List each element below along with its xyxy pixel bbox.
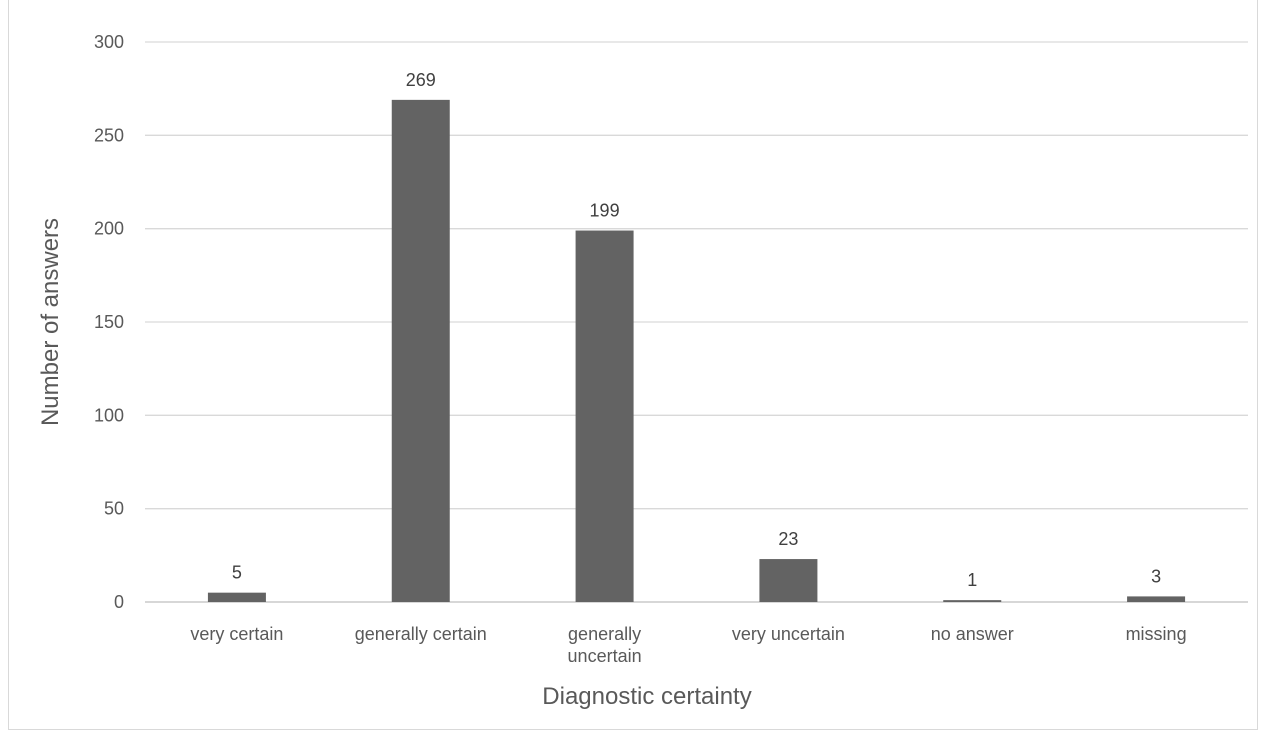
bar <box>759 559 818 602</box>
x-axis-title: Diagnostic certainty <box>542 683 751 710</box>
y-tick-label: 0 <box>114 592 124 612</box>
y-tick-label: 300 <box>94 32 124 52</box>
x-tick-label: very certain <box>190 624 283 644</box>
bar <box>943 600 1002 602</box>
gridlines <box>145 41 1248 603</box>
y-tick-label: 150 <box>94 312 124 332</box>
bar <box>391 99 450 602</box>
data-label: 23 <box>778 529 798 549</box>
bar <box>575 230 634 603</box>
x-tick-labels: very certain generally certain generally un… <box>190 624 1186 666</box>
x-tick-label: missing <box>1126 624 1187 644</box>
data-label: 1 <box>967 570 977 590</box>
data-label: 199 <box>590 201 620 221</box>
x-tick-label: very uncertain <box>732 624 845 644</box>
data-label: 269 <box>406 70 436 90</box>
y-tick-label: 100 <box>94 405 124 425</box>
x-tick-label: generally certain <box>355 624 487 644</box>
data-labels: 5 269 199 23 1 3 <box>232 70 1161 590</box>
x-tick-label: generally uncertain <box>568 624 642 666</box>
y-tick-label: 200 <box>94 219 124 239</box>
y-tick-label: 50 <box>104 499 124 519</box>
data-label: 3 <box>1151 566 1161 586</box>
x-tick-label: no answer <box>931 624 1014 644</box>
data-label: 5 <box>232 563 242 583</box>
y-tick-labels: 0 50 100 150 200 250 300 <box>94 32 124 612</box>
y-tick-label: 250 <box>94 125 124 145</box>
chart-frame <box>8 0 1258 730</box>
bars <box>207 99 1186 603</box>
bar <box>207 592 266 602</box>
y-axis-title: Number of answers <box>37 218 64 426</box>
bar <box>1127 596 1186 602</box>
